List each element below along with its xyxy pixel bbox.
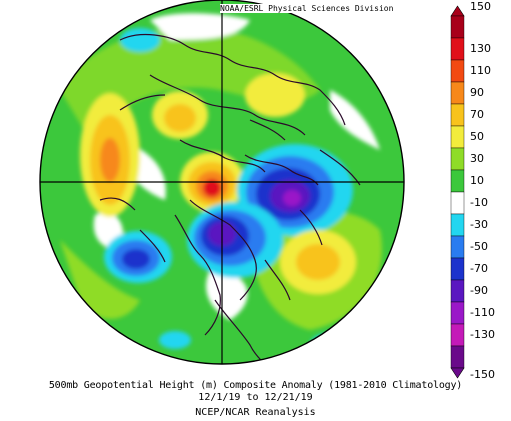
colorbar-label: 150 (470, 0, 491, 13)
colorbar-segment (450, 37, 465, 61)
caption-source: NCEP/NCAR Reanalysis (195, 407, 316, 418)
colorbar-label: -10 (470, 196, 488, 209)
caption-title: 500mb Geopotential Height (m) Composite … (48, 380, 463, 391)
colorbar-label: 110 (470, 64, 491, 77)
colorbar-segment (450, 235, 465, 259)
colorbar-segment (450, 147, 465, 171)
colorbar-label: -30 (470, 218, 488, 231)
colorbar (450, 5, 465, 379)
colorbar-label: -130 (470, 328, 495, 341)
colorbar-label: -150 (470, 368, 495, 381)
hemisphere-outline (39, 0, 405, 365)
colorbar-segment (450, 345, 465, 369)
colorbar-label: -110 (470, 306, 495, 319)
colorbar-label: -90 (470, 284, 488, 297)
coastlines (99, 34, 361, 364)
colorbar-label: 130 (470, 42, 491, 55)
colorbar-label: 10 (470, 174, 484, 187)
colorbar-segment (450, 301, 465, 325)
colorbar-label: 70 (470, 108, 484, 121)
colorbar-segment (450, 125, 465, 149)
colorbar-label: -70 (470, 262, 488, 275)
credit-text: NOAA/ESRL Physical Sciences Division (220, 4, 394, 13)
colorbar-label: 30 (470, 152, 484, 165)
caption-dates: 12/1/19 to 12/21/19 (198, 392, 313, 403)
colorbar-segment (450, 81, 465, 105)
colorbar-segment (450, 59, 465, 83)
colorbar-segment (450, 15, 465, 39)
colorbar-segment (450, 191, 465, 215)
colorbar-label: -50 (470, 240, 488, 253)
colorbar-segment (450, 103, 465, 127)
colorbar-arrow-top (450, 5, 465, 17)
anomaly-field (40, 0, 404, 364)
colorbar-arrow-bottom (450, 367, 465, 379)
colorbar-label: 90 (470, 86, 484, 99)
colorbar-segment (450, 257, 465, 281)
colorbar-segment (450, 213, 465, 237)
colorbar-segment (450, 323, 465, 347)
colorbar-label: 50 (470, 130, 484, 143)
colorbar-segment (450, 169, 465, 193)
colorbar-segment (450, 279, 465, 303)
